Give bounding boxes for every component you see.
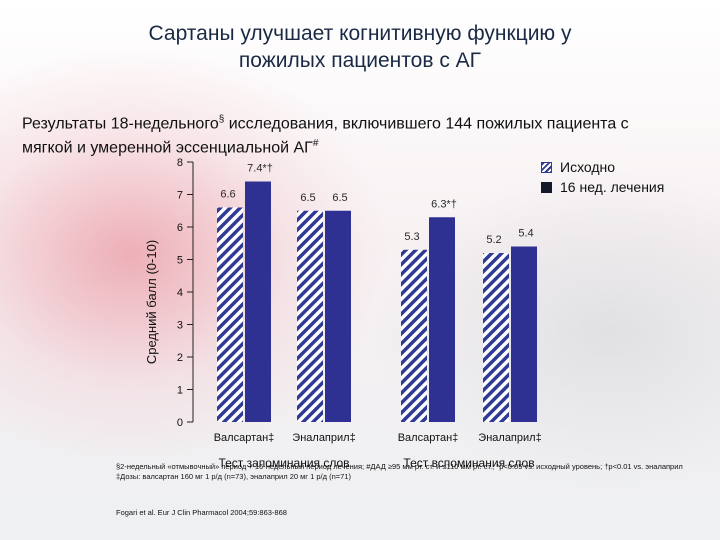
chart-legend: Исходно 16 нед. лечения [541,157,664,197]
bar-baseline [217,207,243,422]
y-tick-label: 7 [177,190,183,202]
bar-baseline [297,210,323,422]
x-group-label: Тест вспоминания слов [403,456,534,470]
bar-treatment [325,210,351,422]
legend-item-treatment: 16 нед. лечения [541,177,664,197]
subtitle-text-before: Результаты 18-недельного [22,115,219,133]
y-tick-label: 0 [177,417,183,429]
bar-value-label-baseline: 5.3 [404,231,419,243]
footnote: §2-недельный «отмывочный» период + 16-не… [116,462,683,481]
bar-value-label-baseline: 6.5 [300,192,315,204]
slide-title: Сартаны улучшает когнитивную функцию у п… [148,22,572,72]
y-tick-label: 1 [177,385,183,397]
x-category-label: Эналаприл‡ [478,432,541,444]
y-tick-label: 8 [177,157,183,169]
solid-swatch-icon [541,181,552,193]
y-tick-label: 5 [177,255,183,267]
bar-treatment [511,246,537,422]
hatched-swatch-icon [541,161,552,173]
bar-baseline [401,249,427,422]
bar-value-label-baseline: 5.2 [486,234,501,246]
bar-treatment [429,217,455,422]
y-tick-label: 2 [177,352,183,364]
x-category-label: Валсартан‡ [398,432,459,444]
x-group-label: Тест запоминания слов [218,456,349,470]
y-axis-label: Средний балл (0-10) [144,240,159,364]
y-tick-label: 3 [177,320,183,332]
bar-value-label-treatment: 6.3*† [431,198,457,210]
citation: Fogari et al. Eur J Clin Pharmacol 2004;… [116,508,287,517]
bar-value-label-treatment: 7.4*† [247,163,273,175]
x-category-label: Эналаприл‡ [292,432,355,444]
legend-label-baseline: Исходно [560,159,616,175]
legend-item-baseline: Исходно [541,157,664,177]
bar-value-label-treatment: 6.5 [332,192,347,204]
legend-label-treatment: 16 нед. лечения [560,179,665,195]
x-category-label: Валсартан‡ [214,432,275,444]
subtitle-footnote-mark-1: § [218,114,225,125]
bar-value-label-baseline: 6.6 [220,189,235,201]
study-description: Результаты 18-недельного§ исследования, … [22,110,682,159]
subtitle-footnote-mark-2: # [312,138,319,150]
bar-value-label-treatment: 5.4 [518,228,533,240]
bar-baseline [483,253,509,422]
bar-treatment [245,181,271,422]
y-tick-label: 4 [177,287,183,299]
subtitle-text-middle: исследования, включившего 144 пожилых па… [22,115,629,157]
y-tick-label: 6 [177,222,183,234]
